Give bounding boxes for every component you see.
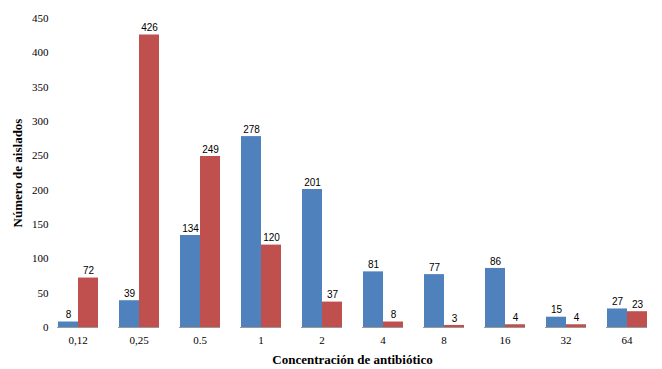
svg-text:120: 120 <box>263 232 280 243</box>
svg-text:201: 201 <box>304 177 321 188</box>
svg-text:278: 278 <box>243 124 260 135</box>
svg-text:426: 426 <box>141 22 158 33</box>
svg-text:Concentración de antibiótico: Concentración de antibiótico <box>272 352 432 367</box>
svg-text:0,12: 0,12 <box>68 334 87 346</box>
svg-text:0.5: 0.5 <box>193 334 207 346</box>
svg-text:249: 249 <box>202 144 219 155</box>
svg-text:150: 150 <box>32 218 49 230</box>
svg-text:72: 72 <box>83 265 95 276</box>
svg-text:8: 8 <box>441 334 447 346</box>
svg-text:4: 4 <box>513 312 519 323</box>
svg-text:39: 39 <box>124 288 136 299</box>
svg-text:32: 32 <box>561 334 572 346</box>
svg-text:8: 8 <box>66 309 72 320</box>
svg-text:81: 81 <box>368 259 380 270</box>
svg-text:23: 23 <box>632 299 644 310</box>
svg-text:4: 4 <box>380 334 386 346</box>
svg-text:450: 450 <box>32 12 49 24</box>
svg-text:37: 37 <box>327 289 339 300</box>
svg-text:1: 1 <box>258 334 264 346</box>
svg-text:64: 64 <box>622 334 634 346</box>
svg-text:4: 4 <box>574 312 580 323</box>
svg-text:300: 300 <box>32 115 49 127</box>
svg-text:0,25: 0,25 <box>129 334 149 346</box>
svg-text:250: 250 <box>32 149 49 161</box>
svg-text:350: 350 <box>32 81 49 93</box>
svg-text:100: 100 <box>32 252 49 264</box>
svg-text:2: 2 <box>319 334 325 346</box>
svg-text:8: 8 <box>391 309 397 320</box>
svg-text:77: 77 <box>429 262 441 273</box>
svg-text:Número de aislados: Número de aislados <box>10 119 25 228</box>
svg-text:50: 50 <box>38 287 50 299</box>
svg-text:134: 134 <box>182 223 199 234</box>
svg-text:15: 15 <box>551 304 563 315</box>
svg-text:0: 0 <box>43 321 49 333</box>
svg-text:400: 400 <box>32 46 49 58</box>
svg-text:16: 16 <box>500 334 512 346</box>
svg-text:3: 3 <box>452 313 458 324</box>
svg-text:200: 200 <box>32 184 49 196</box>
svg-text:27: 27 <box>612 296 624 307</box>
svg-text:86: 86 <box>490 256 502 267</box>
